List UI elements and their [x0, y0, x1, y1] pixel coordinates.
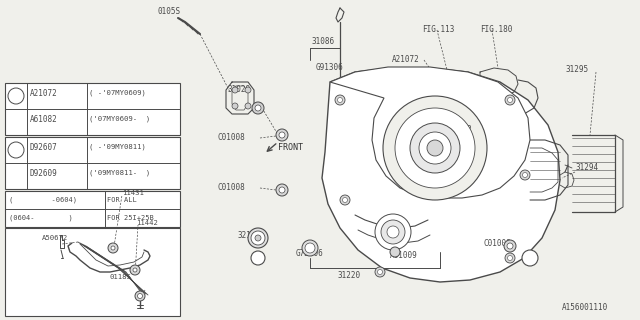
Circle shape	[508, 255, 513, 260]
Text: 31295: 31295	[566, 66, 589, 75]
Text: A21072: A21072	[445, 125, 473, 134]
Text: D92609: D92609	[30, 169, 58, 178]
Text: 31029: 31029	[228, 85, 251, 94]
Text: 31086: 31086	[311, 37, 334, 46]
Circle shape	[279, 187, 285, 193]
Text: 2: 2	[14, 147, 18, 153]
Circle shape	[8, 88, 24, 104]
Text: C01008: C01008	[218, 133, 246, 142]
Text: A21072: A21072	[30, 89, 58, 98]
Circle shape	[245, 103, 251, 109]
Circle shape	[305, 243, 315, 253]
Circle shape	[383, 96, 487, 200]
Text: 11431: 11431	[122, 190, 144, 196]
Circle shape	[375, 267, 385, 277]
Circle shape	[255, 105, 261, 111]
Text: FRONT: FRONT	[278, 143, 303, 153]
Bar	[5, 137, 180, 189]
Circle shape	[387, 226, 399, 238]
Text: G91306: G91306	[316, 63, 344, 73]
Text: A156001110: A156001110	[562, 303, 608, 313]
Circle shape	[245, 87, 251, 93]
Circle shape	[335, 95, 345, 105]
Bar	[5, 191, 180, 227]
Circle shape	[427, 140, 443, 156]
Text: 1: 1	[528, 255, 532, 260]
Circle shape	[108, 243, 118, 253]
Text: 0105S: 0105S	[158, 7, 181, 17]
Text: 11442: 11442	[136, 220, 158, 226]
Text: 1: 1	[14, 93, 18, 99]
Circle shape	[520, 170, 530, 180]
Bar	[5, 83, 180, 135]
Text: D92607: D92607	[30, 142, 58, 151]
Circle shape	[248, 228, 268, 248]
Circle shape	[508, 98, 513, 102]
Circle shape	[135, 291, 145, 301]
Circle shape	[276, 184, 288, 196]
Polygon shape	[330, 67, 530, 198]
Circle shape	[279, 132, 285, 138]
Text: ('07MY0609-  ): ('07MY0609- )	[89, 116, 150, 122]
Text: 32103: 32103	[238, 231, 261, 241]
Circle shape	[507, 243, 513, 249]
Text: FOR ALL: FOR ALL	[107, 197, 137, 203]
Text: (         -0604): ( -0604)	[9, 197, 77, 203]
Circle shape	[381, 220, 405, 244]
Text: C01008: C01008	[218, 183, 246, 193]
Circle shape	[251, 251, 265, 265]
Text: FIG.113: FIG.113	[422, 26, 454, 35]
Circle shape	[504, 240, 516, 252]
Text: C01008: C01008	[483, 239, 511, 249]
Text: A61082: A61082	[30, 115, 58, 124]
Text: FIG.180: FIG.180	[480, 26, 513, 35]
Bar	[5, 228, 180, 316]
Text: A50672: A50672	[42, 235, 68, 241]
Polygon shape	[322, 68, 560, 282]
Text: G75006: G75006	[296, 249, 324, 258]
Circle shape	[138, 293, 143, 299]
Circle shape	[522, 172, 527, 178]
Circle shape	[522, 250, 538, 266]
Circle shape	[302, 240, 318, 256]
Circle shape	[8, 142, 24, 158]
Circle shape	[410, 123, 460, 173]
Circle shape	[505, 95, 515, 105]
Circle shape	[337, 98, 342, 102]
Circle shape	[419, 132, 451, 164]
Circle shape	[232, 87, 238, 93]
Text: (0604-        ): (0604- )	[9, 215, 73, 221]
Circle shape	[276, 129, 288, 141]
Circle shape	[340, 195, 350, 205]
Text: 31294: 31294	[576, 164, 599, 172]
Circle shape	[375, 214, 411, 250]
Circle shape	[390, 247, 400, 257]
Circle shape	[111, 246, 115, 250]
Circle shape	[252, 102, 264, 114]
Text: ( -'09MY0811): ( -'09MY0811)	[89, 144, 146, 150]
Circle shape	[378, 269, 383, 275]
Circle shape	[232, 103, 238, 109]
Circle shape	[342, 197, 348, 203]
Circle shape	[130, 265, 140, 275]
Text: A21072: A21072	[392, 55, 420, 65]
Circle shape	[395, 108, 475, 188]
Text: 2: 2	[256, 255, 260, 260]
Text: 31220: 31220	[338, 271, 361, 281]
Circle shape	[255, 235, 261, 241]
Circle shape	[505, 253, 515, 263]
Text: 0118S: 0118S	[110, 274, 132, 280]
Circle shape	[133, 268, 137, 272]
Circle shape	[251, 231, 265, 245]
Text: ('09MY0811-  ): ('09MY0811- )	[89, 170, 150, 176]
Text: ( -'07MY0609): ( -'07MY0609)	[89, 90, 146, 96]
Text: A81009: A81009	[390, 251, 418, 260]
Text: FOR 25I+25B: FOR 25I+25B	[107, 215, 154, 221]
